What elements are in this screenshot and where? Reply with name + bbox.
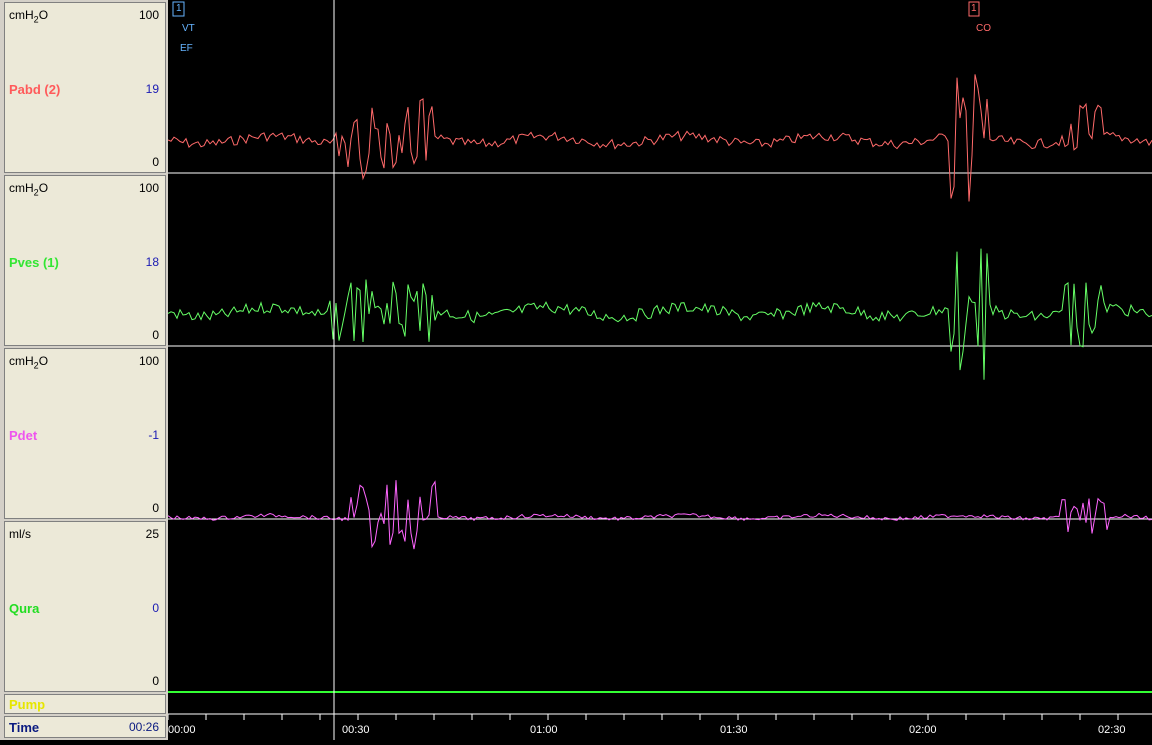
scale-current: 18 <box>145 255 159 269</box>
scale-min: 0 <box>152 674 159 688</box>
event-code-co: CO <box>976 23 991 34</box>
channel-label-pump[interactable]: Pump <box>4 694 166 714</box>
event-marker-number: 1 <box>971 3 977 14</box>
unit-label: cmH2O <box>9 354 49 371</box>
time-tick-label: 00:00 <box>168 724 196 736</box>
time-tick-label: 01:30 <box>720 724 748 736</box>
cursor-time-value: 00:26 <box>128 720 159 734</box>
time-tick-label: 02:00 <box>909 724 937 736</box>
scale-min: 0 <box>152 501 159 515</box>
pdet-trace <box>167 480 1152 550</box>
scale-min: 0 <box>152 328 159 342</box>
unit-label: cmH2O <box>9 8 49 25</box>
channel-name-qura: Qura <box>9 601 40 616</box>
pabd-trace <box>167 74 1152 202</box>
event-marker-box[interactable] <box>968 1 980 17</box>
event-marker-box[interactable] <box>172 1 185 17</box>
unit-label: ml/s <box>9 527 31 541</box>
channel-name-pump: Pump <box>9 697 46 712</box>
channel-label-pdet[interactable]: cmH2O 100 Pdet -1 0 <box>4 348 166 519</box>
event-code-ef: EF <box>180 43 193 54</box>
event-code-vt: VT <box>182 23 195 34</box>
trace-canvas[interactable] <box>167 0 1152 740</box>
scale-max: 100 <box>138 354 159 368</box>
channel-name-pabd: Pabd (2) <box>9 82 61 97</box>
time-ticks <box>167 714 1119 720</box>
scale-max: 100 <box>138 8 159 22</box>
time-tick-label: 02:30 <box>1098 724 1126 736</box>
scale-max: 25 <box>145 527 159 541</box>
scale-max: 100 <box>138 181 159 195</box>
event-marker-number: 1 <box>176 3 182 14</box>
time-tick-label: 00:30 <box>342 724 370 736</box>
unit-label: cmH2O <box>9 181 49 198</box>
channel-label-pabd[interactable]: cmH2O 100 Pabd (2) 19 0 <box>4 2 166 173</box>
scale-current: 19 <box>145 82 159 96</box>
time-tick-label: 01:00 <box>530 724 558 736</box>
scale-current: -1 <box>148 428 159 442</box>
time-label-box: Time 00:26 <box>4 716 166 738</box>
channel-label-panel: cmH2O 100 Pabd (2) 19 0 cmH2O 100 Pves (… <box>0 0 168 740</box>
trace-plot-area[interactable]: 1 VT EF 1 CO 00:00 00:30 01:00 01:30 02:… <box>167 0 1152 740</box>
pves-trace <box>167 248 1152 380</box>
channel-name-pdet: Pdet <box>9 428 38 443</box>
channel-label-qura[interactable]: ml/s 25 Qura 0 0 <box>4 521 166 692</box>
scale-current: 0 <box>152 601 159 615</box>
channel-label-pves[interactable]: cmH2O 100 Pves (1) 18 0 <box>4 175 166 346</box>
time-label: Time <box>9 720 40 735</box>
channel-name-pves: Pves (1) <box>9 255 59 270</box>
scale-min: 0 <box>152 155 159 169</box>
